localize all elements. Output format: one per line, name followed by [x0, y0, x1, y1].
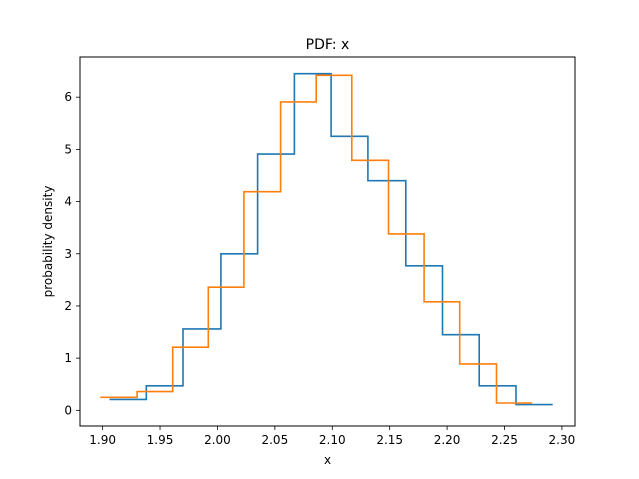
y-tick-label: 5 — [64, 142, 72, 156]
y-tick-label: 1 — [64, 351, 72, 365]
y-tick-label: 0 — [64, 403, 72, 417]
x-tick-label: 2.00 — [204, 433, 231, 447]
x-tick-label: 2.10 — [319, 433, 346, 447]
x-axis-label: x — [324, 453, 331, 467]
x-axis-ticks: 1.90 1.95 2.00 2.05 2.10 2.15 2.20 2.25 2.30 — [89, 426, 575, 447]
y-axis-ticks: 0 1 2 3 4 5 6 — [64, 90, 80, 417]
x-tick-label: 2.25 — [491, 433, 518, 447]
chart-title: PDF: x — [306, 37, 350, 53]
y-tick-label: 2 — [64, 299, 72, 313]
y-axis-label: probability density — [41, 186, 55, 298]
x-tick-label: 1.95 — [147, 433, 174, 447]
x-tick-label: 2.05 — [261, 433, 288, 447]
y-tick-label: 4 — [64, 195, 72, 209]
x-tick-label: 2.30 — [549, 433, 576, 447]
histogram-series-2 — [100, 74, 533, 404]
axes-frame — [79, 56, 576, 427]
y-tick-label: 6 — [64, 90, 72, 104]
x-tick-label: 2.15 — [376, 433, 403, 447]
y-tick-label: 3 — [64, 247, 72, 261]
histogram-series-1 — [109, 72, 553, 406]
x-tick-label: 2.20 — [434, 433, 461, 447]
series-layer — [100, 72, 553, 406]
x-tick-label: 1.90 — [89, 433, 116, 447]
